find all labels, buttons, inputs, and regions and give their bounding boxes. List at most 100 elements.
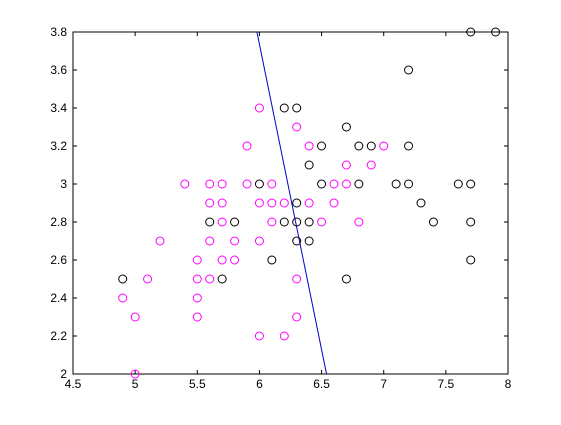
data-point-magenta bbox=[192, 274, 202, 284]
data-point-magenta bbox=[267, 217, 277, 227]
data-point-black bbox=[428, 217, 438, 227]
data-point-black bbox=[491, 27, 501, 37]
data-point-black bbox=[292, 198, 302, 208]
data-point-black bbox=[279, 217, 289, 227]
data-point-magenta bbox=[254, 103, 264, 113]
data-point-magenta bbox=[354, 217, 364, 227]
data-point-black bbox=[304, 236, 314, 246]
data-point-magenta bbox=[230, 255, 240, 265]
data-point-black bbox=[317, 141, 327, 151]
data-point-magenta bbox=[217, 255, 227, 265]
y-tick-label: 3.2 bbox=[50, 139, 67, 153]
data-point-black bbox=[279, 103, 289, 113]
x-tick-label: 7 bbox=[380, 377, 387, 391]
data-point-black bbox=[354, 141, 364, 151]
data-point-magenta bbox=[118, 293, 128, 303]
data-point-black bbox=[416, 198, 426, 208]
data-point-magenta bbox=[205, 179, 215, 189]
data-point-magenta bbox=[379, 141, 389, 151]
data-point-black bbox=[354, 179, 364, 189]
data-point-black bbox=[292, 236, 302, 246]
data-point-magenta bbox=[217, 217, 227, 227]
data-point-black bbox=[341, 274, 351, 284]
data-point-magenta bbox=[242, 141, 252, 151]
data-point-magenta bbox=[341, 160, 351, 170]
y-tick-label: 2.6 bbox=[50, 253, 67, 267]
x-tick-label: 6 bbox=[256, 377, 263, 391]
y-tick-label: 2 bbox=[60, 367, 67, 381]
data-point-black bbox=[341, 122, 351, 132]
data-point-magenta bbox=[317, 217, 327, 227]
x-tick-label: 5 bbox=[132, 377, 139, 391]
data-point-black bbox=[466, 217, 476, 227]
data-point-black bbox=[466, 27, 476, 37]
y-tick-label: 2.8 bbox=[50, 215, 67, 229]
data-point-black bbox=[404, 65, 414, 75]
y-tick-label: 2.2 bbox=[50, 329, 67, 343]
x-tick-label: 8 bbox=[505, 377, 512, 391]
y-tick-label: 3.6 bbox=[50, 63, 67, 77]
data-point-magenta bbox=[292, 274, 302, 284]
decision-boundary-line bbox=[256, 31, 328, 375]
data-point-black bbox=[391, 179, 401, 189]
data-point-magenta bbox=[329, 179, 339, 189]
data-point-magenta bbox=[267, 198, 277, 208]
data-point-black bbox=[317, 179, 327, 189]
data-point-magenta bbox=[292, 312, 302, 322]
data-point-magenta bbox=[254, 236, 264, 246]
data-point-black bbox=[304, 160, 314, 170]
data-point-magenta bbox=[130, 369, 140, 379]
data-point-black bbox=[466, 255, 476, 265]
data-point-magenta bbox=[329, 198, 339, 208]
data-point-black bbox=[453, 179, 463, 189]
data-point-magenta bbox=[205, 274, 215, 284]
data-point-magenta bbox=[341, 179, 351, 189]
data-point-magenta bbox=[304, 198, 314, 208]
data-point-magenta bbox=[279, 198, 289, 208]
data-point-black bbox=[466, 179, 476, 189]
data-point-magenta bbox=[192, 255, 202, 265]
data-point-magenta bbox=[292, 122, 302, 132]
data-point-magenta bbox=[205, 236, 215, 246]
data-point-magenta bbox=[254, 198, 264, 208]
data-point-magenta bbox=[242, 179, 252, 189]
data-point-magenta bbox=[217, 198, 227, 208]
data-point-magenta bbox=[304, 141, 314, 151]
data-point-magenta bbox=[205, 198, 215, 208]
data-point-black bbox=[366, 141, 376, 151]
x-tick-label: 4.5 bbox=[65, 377, 82, 391]
plot-area-frame bbox=[72, 31, 509, 375]
data-point-black bbox=[217, 274, 227, 284]
data-point-black bbox=[404, 141, 414, 151]
data-point-magenta bbox=[217, 179, 227, 189]
y-tick-label: 3.8 bbox=[50, 25, 67, 39]
x-tick-label: 5.5 bbox=[189, 377, 206, 391]
data-point-black bbox=[404, 179, 414, 189]
y-tick-label: 3 bbox=[60, 177, 67, 191]
y-tick-label: 2.4 bbox=[50, 291, 67, 305]
data-point-black bbox=[230, 217, 240, 227]
data-point-magenta bbox=[230, 236, 240, 246]
data-point-magenta bbox=[279, 331, 289, 341]
data-point-magenta bbox=[267, 179, 277, 189]
y-tick-label: 3.4 bbox=[50, 101, 67, 115]
data-point-black bbox=[292, 217, 302, 227]
data-point-black bbox=[304, 217, 314, 227]
x-tick-label: 7.5 bbox=[438, 377, 455, 391]
data-point-black bbox=[118, 274, 128, 284]
x-tick-label: 6.5 bbox=[313, 377, 330, 391]
data-point-black bbox=[254, 179, 264, 189]
data-point-black bbox=[267, 255, 277, 265]
data-point-magenta bbox=[130, 312, 140, 322]
data-point-magenta bbox=[143, 274, 153, 284]
data-point-black bbox=[205, 217, 215, 227]
data-point-magenta bbox=[192, 293, 202, 303]
data-point-magenta bbox=[366, 160, 376, 170]
data-point-magenta bbox=[254, 331, 264, 341]
data-point-magenta bbox=[192, 312, 202, 322]
data-point-black bbox=[292, 103, 302, 113]
data-point-magenta bbox=[180, 179, 190, 189]
data-point-magenta bbox=[155, 236, 165, 246]
